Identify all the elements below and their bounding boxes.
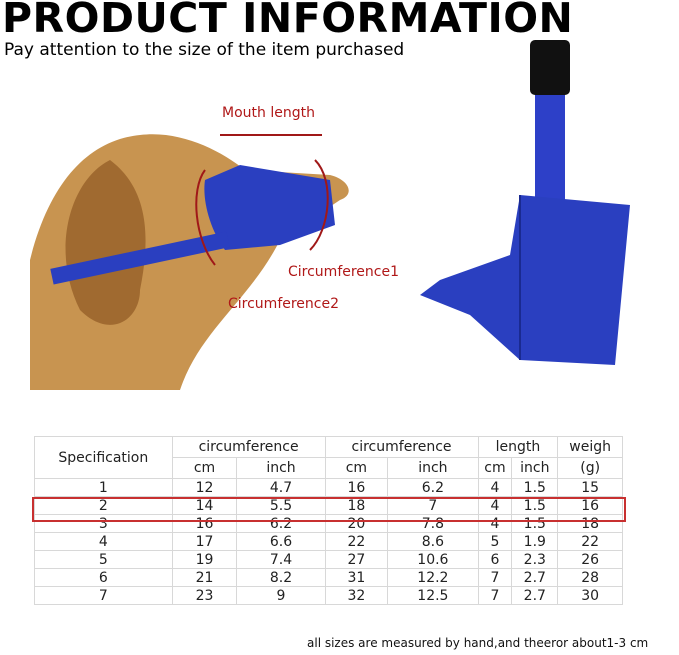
dog-ear <box>65 160 146 325</box>
table-cell: 7 <box>477 568 513 587</box>
table-cell: 8.2 <box>236 568 326 587</box>
page-title: PRODUCT INFORMATION <box>2 0 574 42</box>
circumference1-label: Circumference1 <box>288 264 400 280</box>
unit-header: (g) <box>557 457 623 479</box>
table-cell: 16 <box>557 496 623 515</box>
table-cell: 23 <box>171 586 238 605</box>
subtitle: Pay attention to the size of the item pu… <box>4 40 405 60</box>
table-cell: 22 <box>557 532 623 551</box>
spec-header: Specification <box>34 436 173 479</box>
table-cell: 7 <box>477 586 513 605</box>
table-row: 6 21 8.2 31 12.2 7 2.7 28 <box>34 568 623 587</box>
table-cell: 22 <box>324 532 389 551</box>
table-cell: 26 <box>557 550 623 569</box>
table-cell: 19 <box>171 550 238 569</box>
table-cell: 12.5 <box>387 586 479 605</box>
table-cell: 5 <box>477 532 513 551</box>
table-cell: 32 <box>324 586 389 605</box>
table-cell: 15 <box>557 478 623 497</box>
size-table: Specification circumference circumferenc… <box>34 436 623 605</box>
table-cell: 10.6 <box>387 550 479 569</box>
length-header: length <box>477 436 559 458</box>
table-cell: 12.2 <box>387 568 479 587</box>
weigh-header: weigh <box>557 436 623 458</box>
table-cell: 1.5 <box>511 514 559 533</box>
unit-header: cm <box>477 457 513 479</box>
mouth-length-label: Mouth length <box>222 105 315 121</box>
table-cell: 1 <box>34 478 173 497</box>
table-cell: 17 <box>171 532 238 551</box>
unit-header: cm <box>171 457 238 479</box>
unit-header: inch <box>511 457 559 479</box>
circumference2-label: Circumference2 <box>228 296 340 312</box>
table-cell: 6 <box>477 550 513 569</box>
muzzle-strap <box>50 231 230 285</box>
table-row: 4 17 6.6 22 8.6 5 1.9 22 <box>34 532 623 551</box>
buckle-icon <box>530 40 570 95</box>
table-cell: 7 <box>34 586 173 605</box>
table-cell: 4.7 <box>236 478 326 497</box>
table-cell: 21 <box>171 568 238 587</box>
circumference2-header: circumference <box>324 436 479 458</box>
muzzle-on-dog <box>204 165 335 250</box>
highlight-box <box>32 497 626 522</box>
table-cell: 9 <box>236 586 326 605</box>
table-cell: 31 <box>324 568 389 587</box>
table-row: 5 19 7.4 27 10.6 6 2.3 26 <box>34 550 623 569</box>
table-cell: 16 <box>324 478 389 497</box>
table-cell: 1.9 <box>511 532 559 551</box>
table-cell: 28 <box>557 568 623 587</box>
table-cell: 30 <box>557 586 623 605</box>
table-cell: 2.3 <box>511 550 559 569</box>
table-cell: 2.7 <box>511 586 559 605</box>
unit-header: inch <box>236 457 326 479</box>
table-cell: 6.2 <box>387 478 479 497</box>
table-cell: 2.7 <box>511 568 559 587</box>
unit-header: cm <box>324 457 389 479</box>
table-row: 7 23 9 32 12.5 7 2.7 30 <box>34 586 623 605</box>
dog-muzzle-illustration <box>30 134 349 390</box>
table-row: 1 12 4.7 16 6.2 4 1.5 15 <box>34 478 623 497</box>
table-cell: 1.5 <box>511 478 559 497</box>
table-cell: 12 <box>171 478 238 497</box>
table-cell: 8.6 <box>387 532 479 551</box>
table-cell: 6 <box>34 568 173 587</box>
table-cell: 4 <box>34 532 173 551</box>
table-cell: 4 <box>477 478 513 497</box>
table-cell: 27 <box>324 550 389 569</box>
measurement-note: all sizes are measured by hand,and theer… <box>307 636 649 650</box>
circumference1-header: circumference <box>171 436 326 458</box>
muzzle-body <box>420 195 630 365</box>
muzzle-product-image <box>420 40 630 365</box>
table-row: 2 14 5.5 18 7 4 1.5 16 <box>34 496 623 515</box>
table-cell: 6.6 <box>236 532 326 551</box>
unit-header: inch <box>387 457 479 479</box>
table-cell: 7.4 <box>236 550 326 569</box>
table-cell: 5 <box>34 550 173 569</box>
